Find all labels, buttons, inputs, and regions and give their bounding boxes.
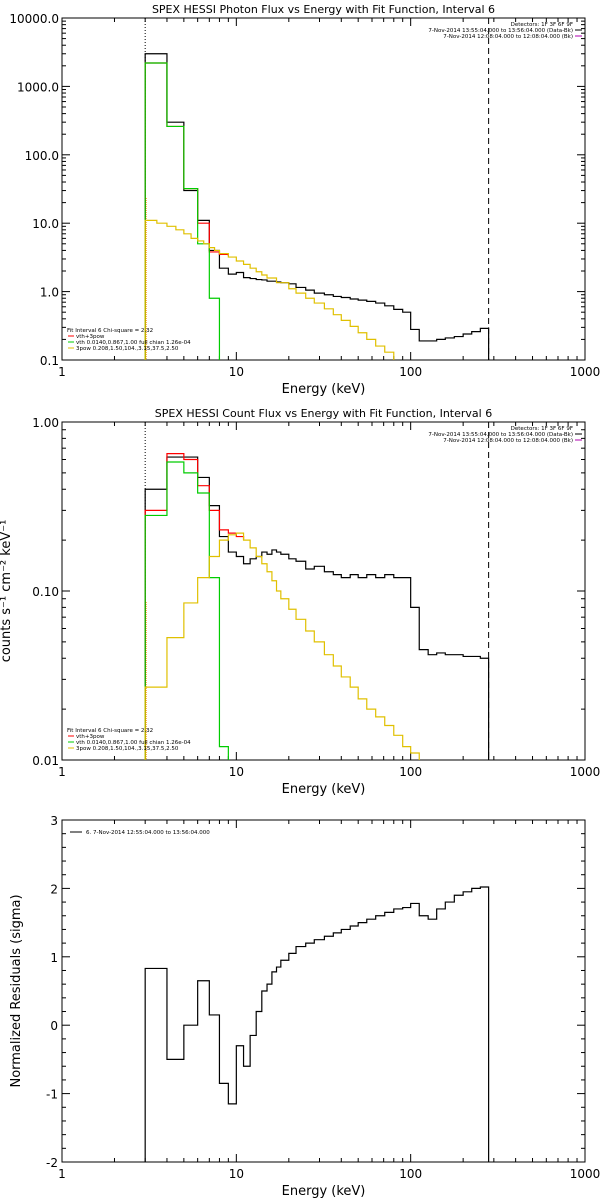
- y-tick-label: 0.1: [40, 354, 59, 368]
- chart-panel-3: 1 10 100 1000 Energy (keV) -2 -1 0 1 2 3 Normalized…: [9, 814, 600, 1199]
- y-axis-label: counts s⁻¹ cm⁻² keV⁻¹: [0, 520, 14, 663]
- x-tick-label: 1: [58, 365, 66, 379]
- y-tick-label: 0: [50, 1019, 58, 1033]
- x-tick-label: 1000: [570, 1167, 600, 1181]
- plot-frame: [61, 17, 586, 361]
- legend-bottom-entry: 3pow 0.208,1.50,104.,3.15,37.5,2.50: [76, 746, 179, 752]
- legend-bottom-entry: Fit Interval 6 Chi-square = 2.32: [67, 328, 153, 334]
- chart-panel-1: SPEX HESSI Photon Flux vs Energy with Fi…: [9, 3, 600, 397]
- x-tick-label: 10: [229, 765, 244, 779]
- x-tick-label: 100: [399, 365, 422, 379]
- series-vth-3pow: [144, 453, 245, 760]
- x-tick-label: 100: [399, 765, 422, 779]
- legend-top-entry: Detectors: 1F 3F 6F 9F: [511, 22, 573, 28]
- series-3pow: [144, 532, 420, 760]
- x-tick-label: 1: [58, 765, 66, 779]
- y-tick-label: 10000.0: [9, 12, 59, 26]
- y-tick-label: -1: [46, 1088, 58, 1102]
- chart-title: SPEX HESSI Count Flux vs Energy with Fit…: [155, 407, 492, 420]
- series-vth: [144, 461, 229, 760]
- y-tick-label: 1000.0: [17, 80, 59, 94]
- y-tick-label: 2: [50, 882, 58, 896]
- y-tick-label: 1.00: [32, 416, 59, 430]
- x-axis-label: Energy (keV): [282, 1184, 366, 1199]
- y-tick-label: -2: [46, 1156, 58, 1170]
- legend-top-entry: Detectors: 1F 3F 6F 9F: [511, 426, 573, 432]
- legend-top-entry: 6. 7-Nov-2014 12:55:04.000 to 13:56:04.0…: [86, 830, 210, 836]
- x-tick-label: 1000: [570, 365, 600, 379]
- y-axis-label: Normalized Residuals (sigma): [9, 894, 24, 1087]
- series-data-bk: [144, 53, 490, 360]
- y-tick-label: 100.0: [25, 149, 59, 163]
- legend-top-entry: 7-Nov-2014 13:55:04.000 to 13:56:04.000 …: [428, 28, 573, 34]
- x-axis-label: Energy (keV): [282, 382, 366, 397]
- legend-bottom-entry: vth 0.0140,0.867,1.00 full chian 1.26e-0…: [76, 740, 191, 746]
- y-tick-label: 0.10: [32, 585, 59, 599]
- series-3pow: [144, 219, 395, 360]
- x-tick-label: 10: [229, 1167, 244, 1181]
- legend-bottom-entry: Fit Interval 6 Chi-square = 2.32: [67, 728, 153, 734]
- y-tick-label: 1: [50, 951, 58, 965]
- legend-bottom-entry: 3pow 0.208,1.50,104.,3.15,37.5,2.50: [76, 346, 179, 352]
- legend-bottom-entry: vth+3pow: [76, 734, 105, 740]
- y-tick-label: 1.0: [40, 286, 59, 300]
- chart-panel-2: SPEX HESSI Count Flux vs Energy with Fit…: [0, 407, 600, 797]
- x-tick-label: 100: [399, 1167, 422, 1181]
- chart-title: SPEX HESSI Photon Flux vs Energy with Fi…: [152, 3, 495, 16]
- plot-frame: [61, 819, 586, 1163]
- series-residuals: [144, 886, 490, 1162]
- y-tick-label: 3: [50, 814, 58, 828]
- legend-top-entry: 7-Nov-2014 13:55:04.000 to 13:56:04.000 …: [428, 432, 573, 438]
- y-tick-label: 0.01: [32, 754, 59, 768]
- legend-top-entry: 7-Nov-2014 12:08:04.000 to 12:08:04.000 …: [443, 34, 573, 40]
- legend-bottom-entry: vth+3pow: [76, 334, 105, 340]
- legend-top-entry: 7-Nov-2014 12:08:04.000 to 12:08:04.000 …: [443, 438, 573, 444]
- series-vth: [144, 62, 221, 360]
- plot-frame: [61, 421, 586, 761]
- legend-bottom-entry: vth 0.0140,0.867,1.00 full chian 1.26e-0…: [76, 340, 191, 346]
- y-tick-label: 10.0: [32, 217, 59, 231]
- x-tick-label: 10: [229, 365, 244, 379]
- series-data-bk: [144, 456, 490, 760]
- x-tick-label: 1: [58, 1167, 66, 1181]
- series-vth-3pow: [144, 62, 229, 360]
- x-tick-label: 1000: [570, 765, 600, 779]
- x-axis-label: Energy (keV): [282, 782, 366, 797]
